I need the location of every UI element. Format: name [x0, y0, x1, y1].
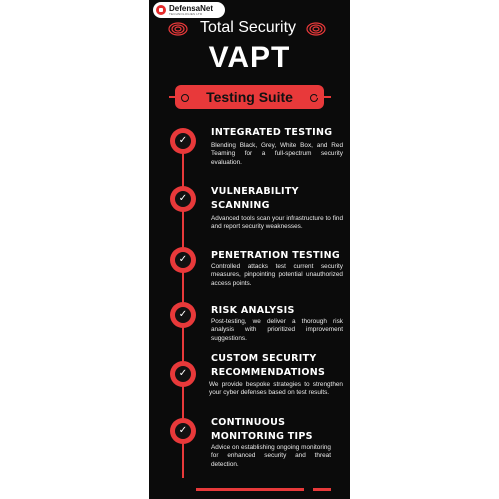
step-title: INTEGRATED TESTING — [211, 127, 333, 138]
step-description: Controlled attacks test current security… — [211, 263, 343, 287]
step-marker: ✓ — [170, 128, 196, 154]
divider — [317, 96, 331, 98]
brand-mark-icon — [156, 5, 166, 15]
concentric-rings-icon — [168, 22, 188, 36]
checkmark-icon: ✓ — [175, 133, 191, 149]
step-marker: ✓ — [170, 418, 196, 444]
brand-name: DefensaNet — [169, 3, 214, 13]
concentric-rings-icon — [306, 22, 326, 36]
checkmark-icon: ✓ — [175, 307, 191, 323]
step-marker: ✓ — [170, 186, 196, 212]
headline: Total Security — [199, 19, 297, 36]
step-description: Advice on establishing ongoing monitorin… — [211, 444, 331, 468]
vapt-infographic: DefensaNet TECHNOLOGIES LTD Total Securi… — [149, 0, 350, 499]
step-description: We provide bespoke strategies to strengt… — [209, 381, 343, 397]
suite-badge: Testing Suite — [175, 85, 324, 109]
step-description: Post-testing, we deliver a thorough risk… — [211, 318, 343, 342]
checkmark-icon: ✓ — [175, 252, 191, 268]
checkmark-icon: ✓ — [175, 366, 191, 382]
step-description: Blending Black, Grey, White Box, and Red… — [211, 142, 343, 166]
step-marker: ✓ — [170, 302, 196, 328]
step-title: CUSTOM SECURITY RECOMMENDATIONS — [211, 353, 326, 378]
step-title: CONTINUOUS MONITORING TIPS — [211, 417, 313, 442]
footer-bar — [313, 488, 331, 491]
step-marker: ✓ — [170, 247, 196, 273]
footer-bar — [196, 488, 304, 491]
checkmark-icon: ✓ — [175, 191, 191, 207]
step-description: Advanced tools scan your infrastructure … — [211, 215, 343, 231]
step-title: RISK ANALYSIS — [211, 305, 295, 316]
brand-logo: DefensaNet TECHNOLOGIES LTD — [153, 2, 225, 18]
brand-tagline: TECHNOLOGIES LTD — [169, 11, 203, 16]
step-title: PENETRATION TESTING — [211, 250, 340, 261]
step-marker: ✓ — [170, 361, 196, 387]
checkmark-icon: ✓ — [175, 423, 191, 439]
page-title: VAPT — [208, 41, 291, 74]
step-title: VULNERABILITY SCANNING — [211, 186, 299, 211]
